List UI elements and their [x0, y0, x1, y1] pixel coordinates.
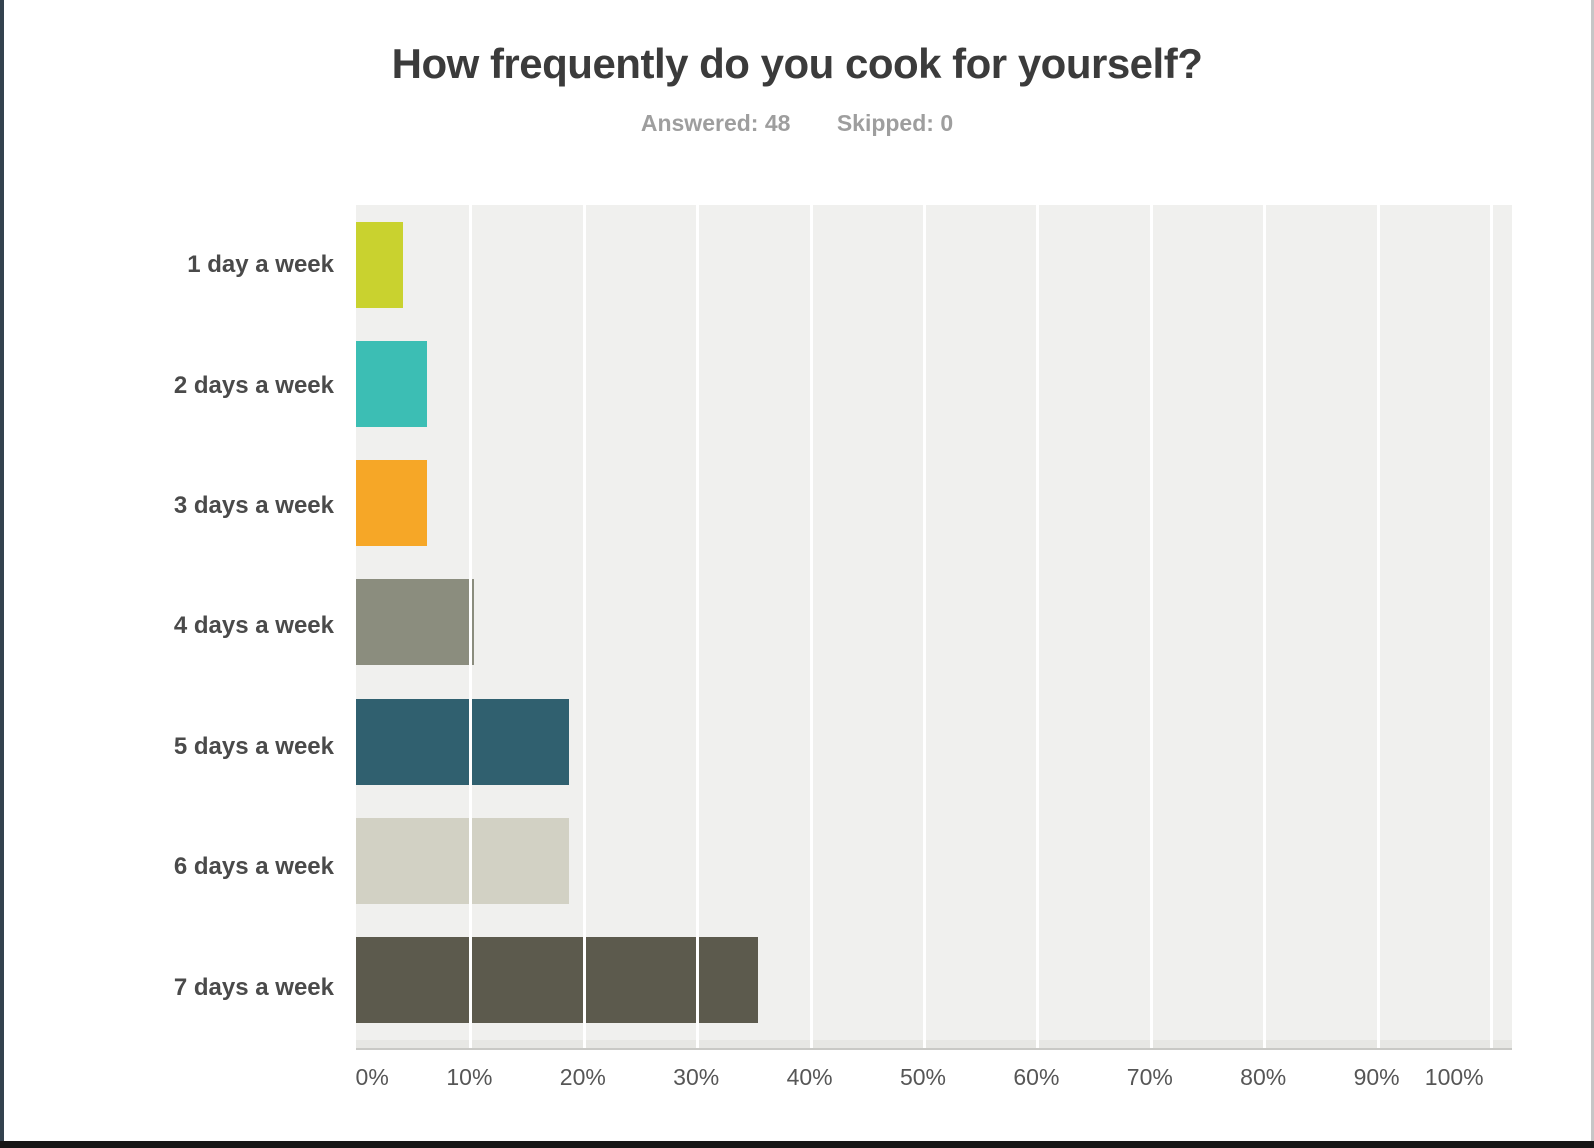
category-label: 3 days a week — [173, 492, 334, 520]
x-axis-line — [356, 1048, 1512, 1050]
window-bottom-border — [0, 1141, 1594, 1148]
x-axis-tick-labels: 0% 10% 20% 30% 40% 50% 60% 70% 80% 90% 100% — [356, 1058, 1512, 1098]
x-tick-label: 40% — [786, 1064, 833, 1090]
x-tick-label: 80% — [1240, 1064, 1287, 1090]
x-tick-label: 70% — [1126, 1064, 1173, 1090]
bar-3-days-a-week[interactable] — [356, 460, 427, 547]
bar-4-days-a-week[interactable] — [356, 579, 475, 666]
bar-row — [356, 324, 1512, 443]
bar-5-days-a-week[interactable] — [356, 698, 569, 785]
x-tick-label: 0% — [355, 1064, 389, 1090]
bar-row — [356, 563, 1512, 682]
gridline-60 — [1036, 205, 1040, 1048]
gridline-70 — [1149, 205, 1153, 1048]
chart-title: How frequently do you cook for yourself? — [391, 40, 1203, 87]
gridline-90 — [1376, 205, 1380, 1048]
bar-row — [356, 921, 1512, 1040]
category-label: 7 days a week — [173, 973, 334, 1001]
gridline-50 — [923, 205, 926, 1048]
bar-row — [356, 801, 1512, 920]
category-label: 4 days a week — [173, 612, 334, 640]
bar-row — [356, 444, 1512, 563]
x-tick-label: 30% — [673, 1064, 720, 1090]
gridline-100 — [1490, 205, 1493, 1048]
bar-chart: 1 day a week 2 days a week 3 days a week 4 … — [0, 205, 1512, 1050]
window-right-border — [1591, 0, 1594, 1148]
bar-2-days-a-week[interactable] — [356, 340, 427, 427]
x-tick-label: 60% — [1013, 1064, 1060, 1090]
chart-subtitle: Answered: 48 Skipped: 0 — [0, 110, 1594, 137]
category-label: 6 days a week — [173, 853, 334, 881]
bar-7-days-a-week[interactable] — [356, 937, 758, 1024]
x-tick-label: 100% — [1424, 1064, 1484, 1090]
bar-rows — [356, 205, 1512, 1040]
window-left-border — [0, 0, 4, 1148]
gridline-20 — [582, 205, 586, 1048]
gridline-80 — [1263, 205, 1267, 1048]
category-axis: 1 day a week 2 days a week 3 days a week 4 … — [0, 205, 356, 1048]
bar-6-days-a-week[interactable] — [356, 818, 569, 905]
skipped-count: Skipped: 0 — [836, 110, 954, 136]
answered-count: Answered: 48 — [640, 110, 791, 136]
bar-1-day-a-week[interactable] — [356, 221, 404, 308]
x-tick-label: 10% — [446, 1064, 493, 1090]
x-tick-label: 50% — [899, 1064, 947, 1090]
bar-row — [356, 682, 1512, 801]
x-tick-label: 90% — [1353, 1064, 1400, 1090]
category-label: 1 day a week — [187, 251, 334, 279]
gridline-40 — [809, 205, 813, 1048]
category-label: 5 days a week — [173, 732, 334, 760]
x-tick-label: 20% — [559, 1064, 606, 1090]
category-label: 2 days a week — [173, 371, 334, 399]
plot-area — [356, 205, 1512, 1050]
gridline-30 — [696, 205, 700, 1048]
gridline-10 — [469, 205, 473, 1048]
bar-row — [356, 205, 1512, 324]
